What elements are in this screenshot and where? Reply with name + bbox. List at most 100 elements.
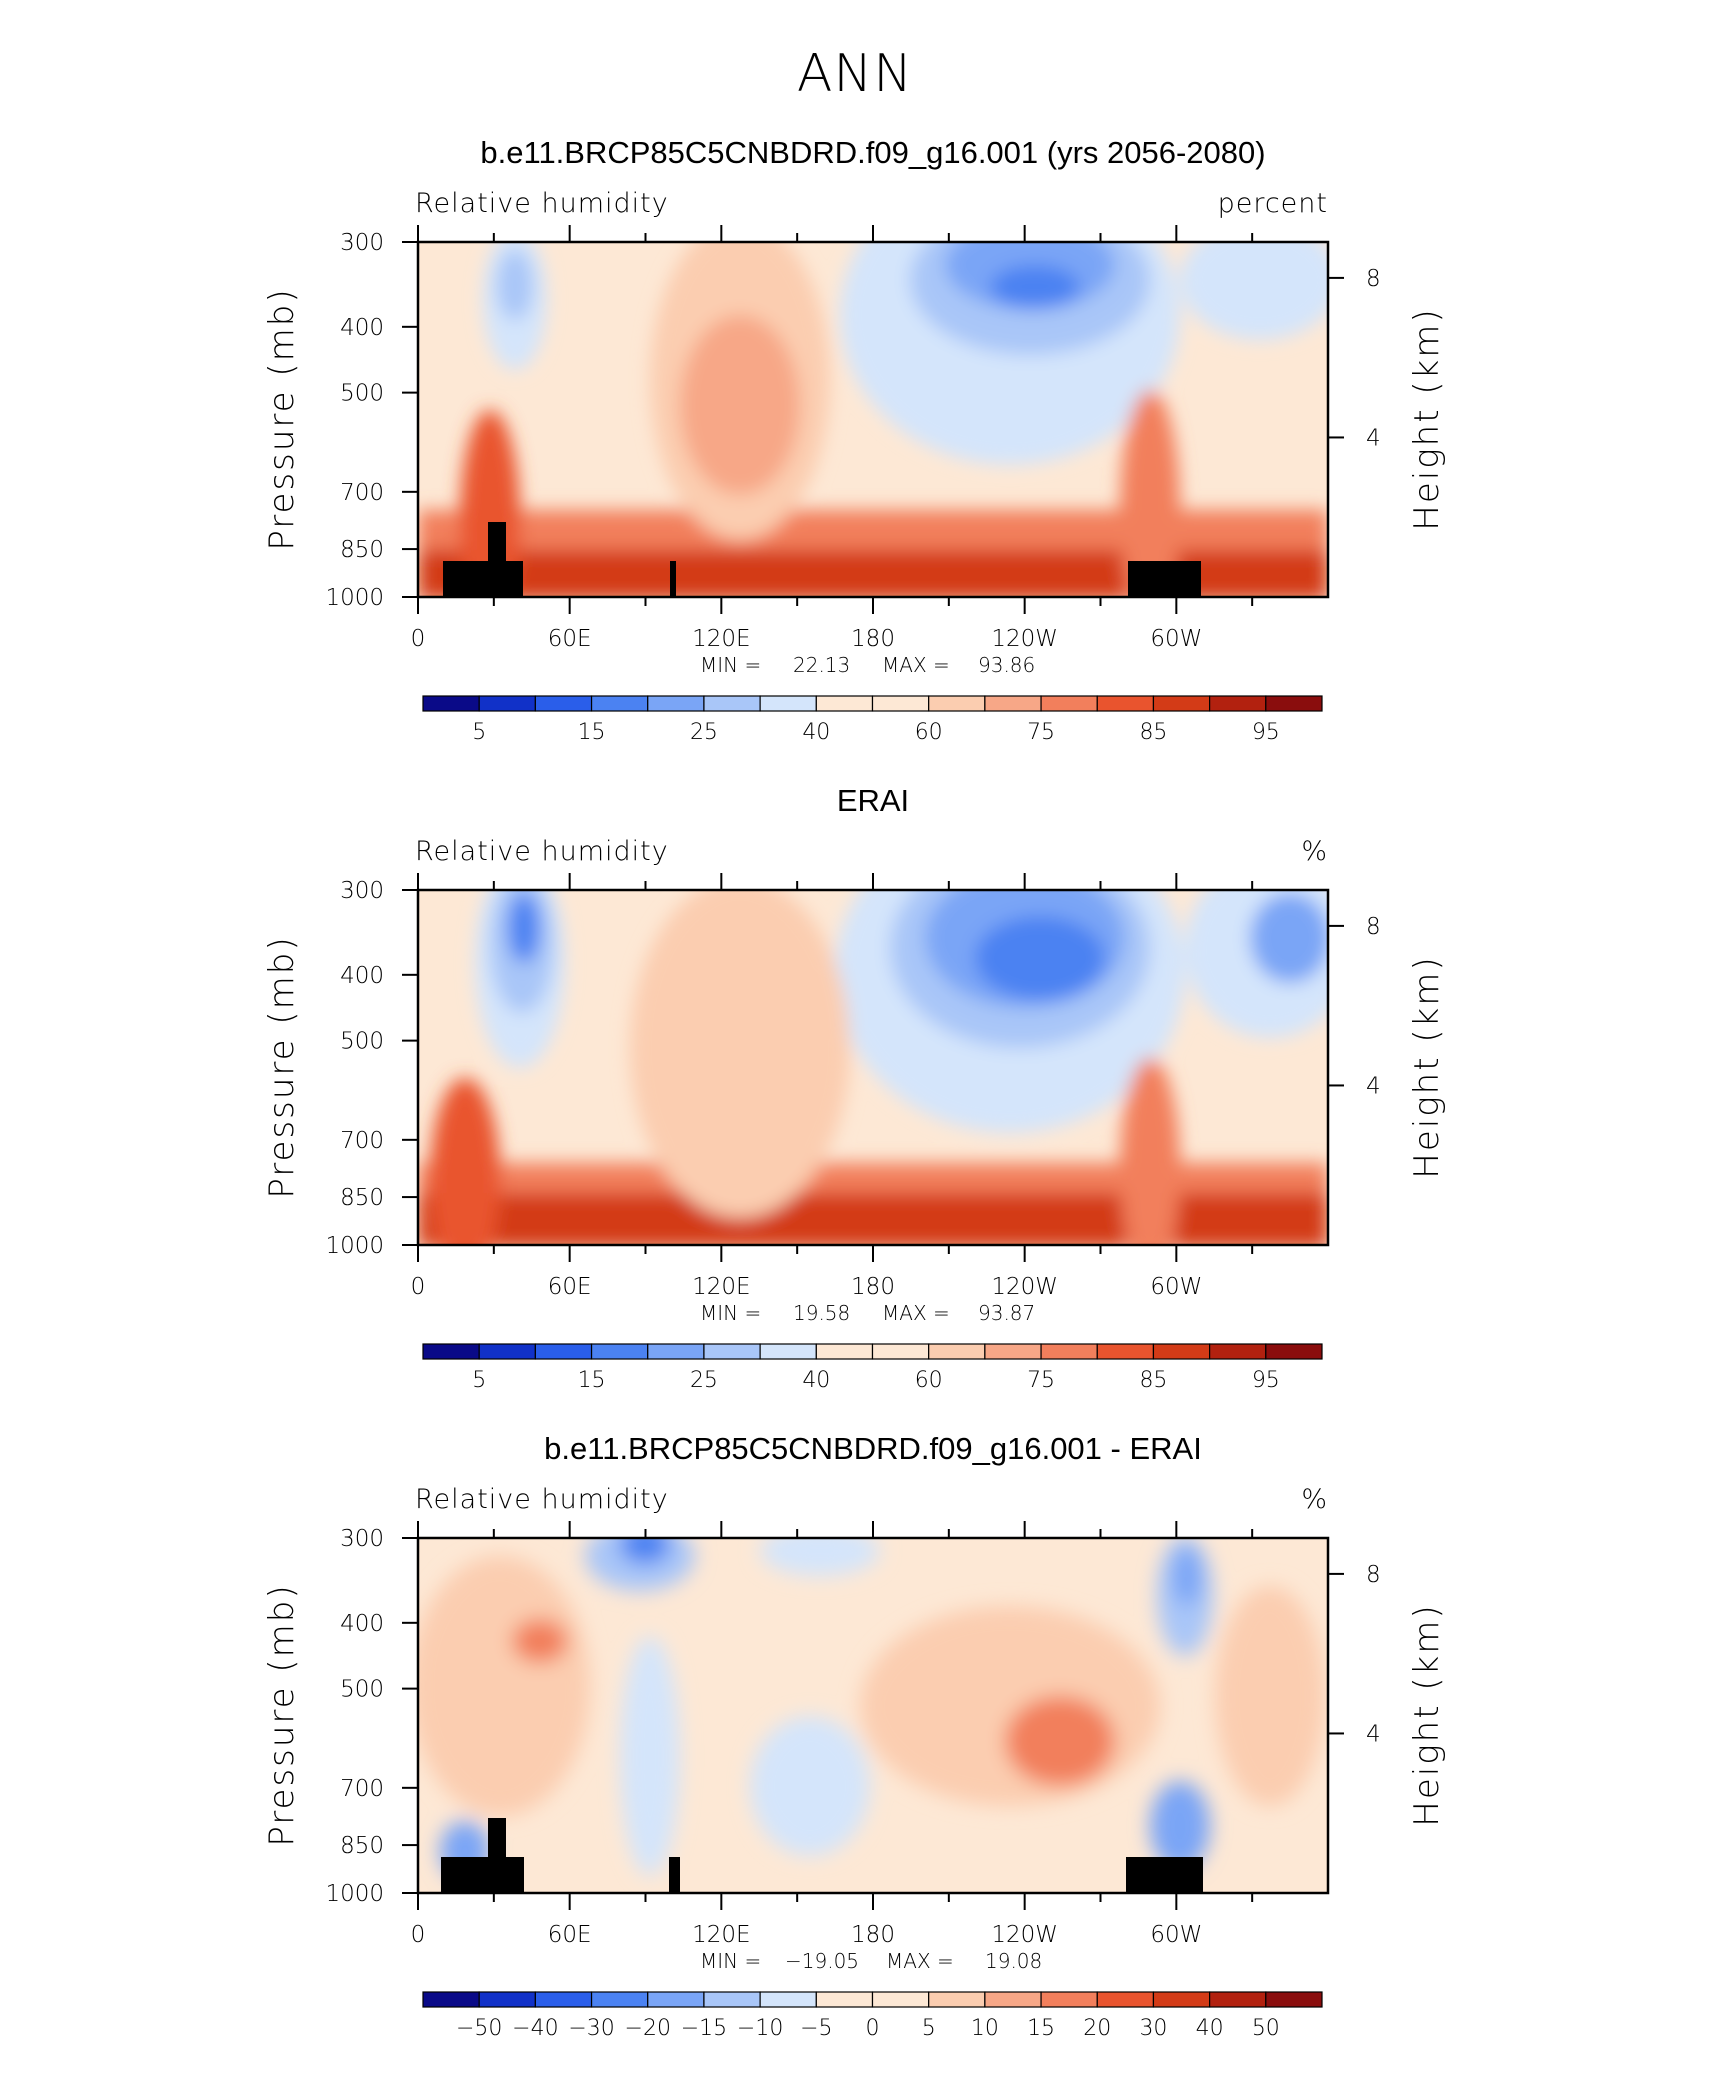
y2-tick-label: 4 [1366, 425, 1381, 451]
colorbar-label: 15 [578, 1368, 606, 1393]
panel-model: b.e11.BRCP85C5CNBDRD.f09_g16.001 (yrs 20… [262, 135, 1447, 745]
max-value: 19.08 [985, 1949, 1042, 1973]
colorbar-swatch [815, 1343, 874, 1360]
y-tick-label: 500 [340, 381, 384, 407]
colorbar-label: 85 [1139, 1368, 1167, 1393]
max-label: MAX = [882, 653, 950, 677]
surface-moist-band [418, 1193, 1328, 1245]
colorbar-label: −50 [456, 2016, 502, 2041]
y-axis-label: Pressure (mb) [262, 287, 302, 550]
colorbar-label: 40 [802, 1368, 830, 1393]
moist-plume-andes [1120, 1058, 1180, 1245]
colorbar-label: 5 [472, 1368, 486, 1393]
y-tick-label: 700 [340, 1776, 384, 1802]
x-tick-label: 0 [411, 1274, 426, 1300]
colorbar-swatch [759, 695, 817, 712]
colorbar-label: 95 [1252, 1368, 1280, 1393]
colorbar-swatch [1265, 1343, 1323, 1360]
negative-anomaly-upper-pacific [760, 1538, 880, 1576]
negative-anomaly-andes-core [1172, 1546, 1202, 1606]
max-label: MAX = [882, 1301, 950, 1325]
x-tick-label: 180 [851, 1274, 895, 1300]
positive-anomaly-pacific [860, 1606, 1160, 1806]
y-tick-label: 700 [340, 480, 384, 506]
y-tick-label: 500 [340, 1677, 384, 1703]
x-tick-label: 120W [991, 1922, 1058, 1948]
y2-tick-label: 4 [1366, 1721, 1381, 1747]
negative-anomaly-lower-andes [1150, 1781, 1210, 1871]
colorbar: 5 15 25 40 60 75 85 95 [422, 695, 1323, 745]
colorbar-swatch [534, 1991, 593, 2008]
dry-region-africa-core [497, 250, 533, 320]
colorbar-swatch [815, 695, 874, 712]
colorbar-swatch [590, 1991, 649, 2008]
min-value: −19.05 [785, 1949, 859, 1973]
y2-tick-label: 4 [1366, 1073, 1381, 1099]
colorbar-swatch [590, 695, 649, 712]
x-tick-label: 60E [548, 1922, 592, 1948]
min-value: 19.58 [793, 1301, 850, 1325]
min-label: MIN = [700, 1301, 761, 1325]
colorbar-swatch [478, 1343, 536, 1360]
colorbar-label: 75 [1027, 720, 1055, 745]
colorbar-label: 40 [1196, 2016, 1224, 2041]
colorbar-swatch [1265, 695, 1323, 712]
y-tick-label: 300 [340, 878, 384, 904]
colorbar-swatch [1040, 695, 1098, 712]
colorbar-label: 25 [690, 720, 718, 745]
panel-title: b.e11.BRCP85C5CNBDRD.f09_g16.001 - ERAI [544, 1431, 1202, 1466]
colorbar-label: 50 [1252, 2016, 1280, 2041]
colorbar-swatch [928, 1343, 986, 1360]
x-tick-label: 120E [692, 1274, 750, 1300]
colorbar-swatch [1096, 1991, 1155, 2008]
y-axis-label: Pressure (mb) [262, 1583, 302, 1846]
colorbar-swatch [871, 1991, 930, 2008]
colorbar-swatch [871, 695, 930, 712]
colorbar-label: 95 [1252, 720, 1280, 745]
colorbar-label: 60 [915, 720, 943, 745]
y2-axis-label: Height (km) [1407, 955, 1447, 1178]
colorbar-swatch [1040, 1343, 1098, 1360]
colorbar-swatch [1152, 695, 1211, 712]
x-tick-label: 120W [991, 626, 1058, 652]
colorbar-swatch [928, 695, 986, 712]
colorbar-label: 5 [472, 720, 486, 745]
y-axis-label: Pressure (mb) [262, 935, 302, 1198]
colorbar-swatch [984, 1343, 1042, 1360]
colorbar-swatch [703, 695, 761, 712]
colorbar-swatch [984, 695, 1042, 712]
y2-axis-label: Height (km) [1407, 1603, 1447, 1826]
x-tick-label: 60W [1150, 1922, 1202, 1948]
dry-core-inner [990, 265, 1080, 309]
colorbar-swatch [703, 1991, 761, 2008]
max-label: MAX = [886, 1949, 954, 1973]
moist-region-indonesia-core [680, 315, 800, 495]
y-tick-label: 300 [340, 230, 384, 256]
positive-anomaly-pacific-core [1005, 1696, 1115, 1786]
moist-plume-africa [430, 1078, 500, 1245]
colorbar-swatch [1152, 1343, 1211, 1360]
colorbar-label: 25 [690, 1368, 718, 1393]
colorbar-swatch [871, 1343, 930, 1360]
units-label: % [1301, 1484, 1328, 1515]
colorbar-swatch [1265, 1991, 1323, 2008]
panel-erai: ERAI Relative humidity % [262, 783, 1447, 1393]
colorbar-swatch [703, 1343, 761, 1360]
x-tick-label: 60E [548, 1274, 592, 1300]
variable-label: Relative humidity [415, 1484, 669, 1515]
colorbar-swatch [647, 695, 705, 712]
positive-anomaly-africa-core [512, 1619, 568, 1663]
min-label: MIN = [700, 653, 761, 677]
y2-axis-label: Height (km) [1407, 307, 1447, 530]
y-tick-label: 850 [340, 1833, 384, 1859]
topography [443, 522, 1201, 597]
colorbar-swatch [478, 1991, 536, 2008]
colorbar-swatch [1209, 695, 1267, 712]
figure-title: ANN [796, 44, 914, 104]
colorbar-swatch [647, 1343, 705, 1360]
colorbar-swatch [928, 1991, 986, 2008]
max-value: 93.87 [978, 1301, 1035, 1325]
colorbar-swatch [1209, 1343, 1267, 1360]
y-tick-label: 850 [340, 537, 384, 563]
colorbar-label: 20 [1083, 2016, 1111, 2041]
